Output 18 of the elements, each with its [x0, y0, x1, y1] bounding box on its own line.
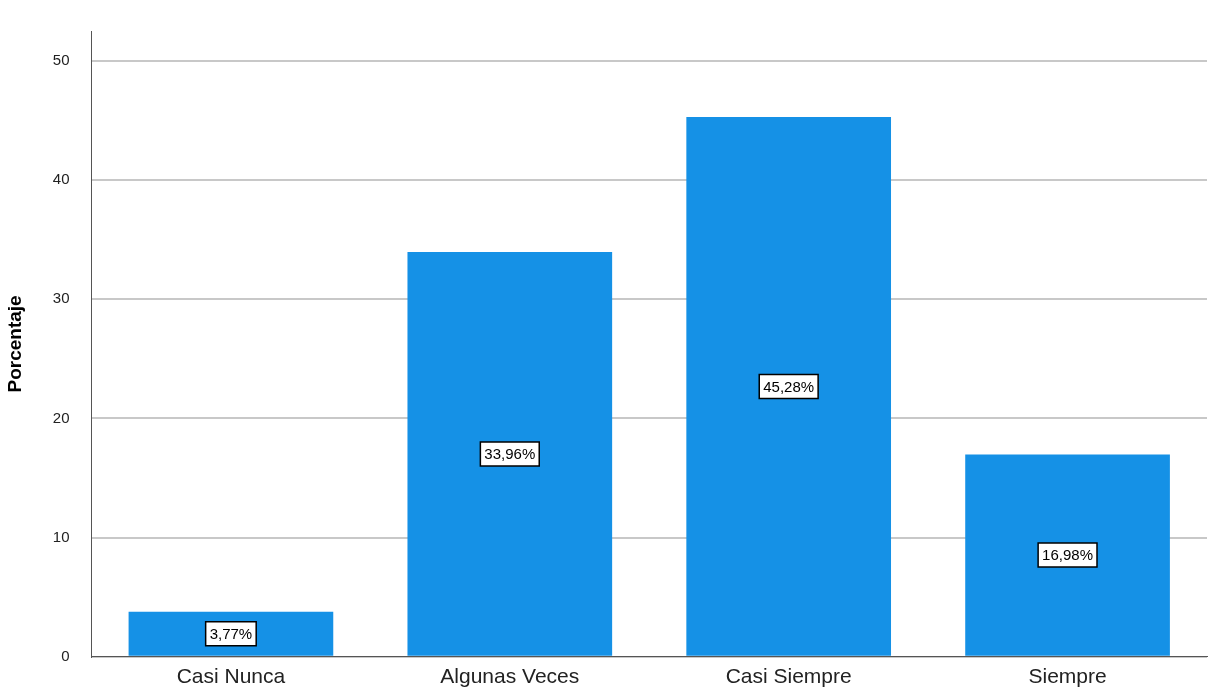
data-label: 33,96% — [484, 445, 536, 463]
y-tick-label: 0 — [61, 646, 70, 664]
x-tick-label: Casi Siempre — [725, 664, 852, 688]
y-tick-label: 10 — [52, 527, 70, 545]
x-tick-label: Siempre — [1028, 664, 1107, 688]
bar — [407, 252, 613, 656]
x-tick-label: Casi Nunca — [176, 664, 286, 688]
x-tick-label: Algunas Veces — [440, 664, 580, 688]
bar — [965, 454, 1170, 656]
y-tick-label: 20 — [52, 408, 70, 426]
y-tick-label: 30 — [52, 289, 70, 307]
data-label: 3,77% — [209, 624, 253, 642]
y-tick-label: 50 — [52, 50, 70, 68]
y-tick-label: 40 — [52, 170, 70, 188]
data-label: 45,28% — [763, 377, 815, 395]
y-axis-title: Porcentaje — [3, 295, 25, 393]
bar — [686, 117, 892, 656]
data-label: 16,98% — [1042, 546, 1093, 564]
